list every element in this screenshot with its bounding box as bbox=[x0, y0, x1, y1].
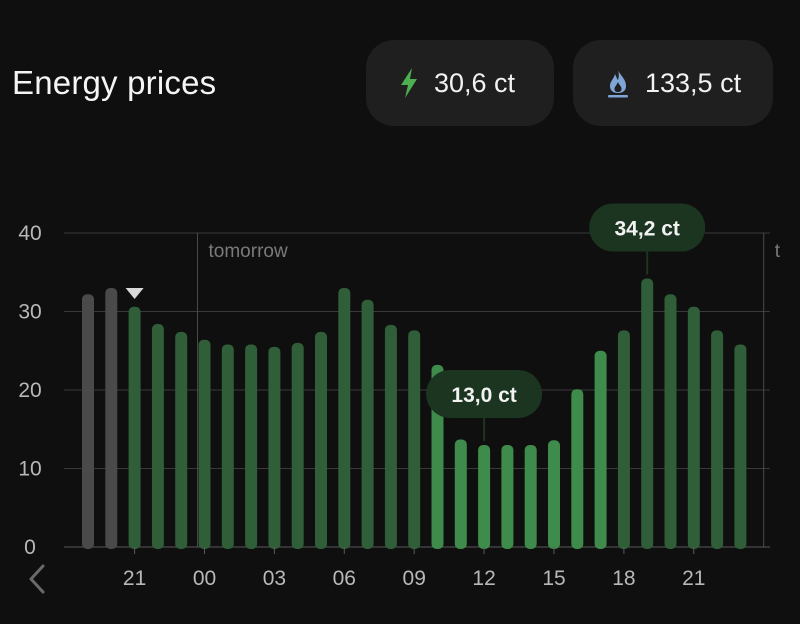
bar bbox=[175, 331, 188, 549]
x-tick-label: 15 bbox=[542, 567, 565, 590]
callout-badge bbox=[426, 369, 543, 418]
bar bbox=[128, 306, 141, 549]
bar bbox=[548, 440, 560, 549]
bar bbox=[245, 344, 258, 549]
gas-price-value: 133,5 ct bbox=[645, 67, 742, 98]
lightning-bolt-icon bbox=[396, 68, 422, 98]
y-tick-label: 20 bbox=[18, 379, 41, 402]
bar bbox=[478, 444, 491, 549]
bar bbox=[408, 330, 421, 549]
x-tick-label: 03 bbox=[263, 567, 286, 590]
bar bbox=[361, 299, 374, 549]
electricity-price-pill[interactable]: 30,6 ct bbox=[366, 40, 554, 126]
callout-label: 13,0 ct bbox=[451, 384, 516, 407]
bar bbox=[268, 346, 281, 549]
x-tick-label: 21 bbox=[682, 567, 705, 590]
chevron-left-icon bbox=[29, 564, 45, 594]
bar bbox=[82, 294, 94, 549]
bar bbox=[524, 444, 537, 549]
bar bbox=[151, 324, 164, 549]
bar bbox=[711, 330, 724, 549]
bar bbox=[105, 287, 118, 549]
bar bbox=[664, 294, 677, 549]
bar bbox=[501, 444, 514, 549]
bar bbox=[221, 344, 234, 549]
bar bbox=[315, 331, 327, 549]
bar bbox=[734, 344, 747, 549]
gas-price-pill[interactable]: 133,5 ct bbox=[573, 40, 773, 126]
x-tick-label: 21 bbox=[123, 567, 146, 590]
x-tick-label: 09 bbox=[403, 567, 426, 590]
bar bbox=[687, 306, 700, 549]
day-divider-label: t bbox=[775, 241, 781, 262]
page-title: Energy prices bbox=[12, 64, 217, 101]
previous-day-button[interactable] bbox=[24, 562, 50, 596]
callout-label: 34,2 ct bbox=[615, 218, 680, 241]
bar bbox=[384, 324, 397, 549]
bar bbox=[291, 342, 304, 549]
bar bbox=[617, 330, 630, 549]
electricity-price-value: 30,6 ct bbox=[434, 67, 516, 98]
current-hour-marker bbox=[125, 288, 144, 299]
bar bbox=[198, 339, 211, 549]
x-tick-label: 18 bbox=[612, 567, 635, 590]
bar bbox=[571, 389, 584, 549]
x-tick-label: 12 bbox=[472, 567, 495, 590]
flame-icon bbox=[605, 68, 631, 98]
bar bbox=[454, 439, 467, 549]
x-tick-label: 06 bbox=[333, 567, 356, 590]
y-tick-label: 10 bbox=[18, 458, 41, 481]
day-divider-label: tomorrow bbox=[209, 241, 288, 262]
y-tick-label: 40 bbox=[18, 222, 41, 245]
bar bbox=[594, 350, 607, 549]
bar bbox=[338, 287, 351, 549]
callout-badge bbox=[589, 203, 706, 252]
bar bbox=[641, 278, 654, 549]
y-tick-label: 30 bbox=[18, 301, 41, 324]
y-tick-label: 0 bbox=[24, 536, 36, 559]
x-tick-label: 00 bbox=[193, 567, 216, 590]
